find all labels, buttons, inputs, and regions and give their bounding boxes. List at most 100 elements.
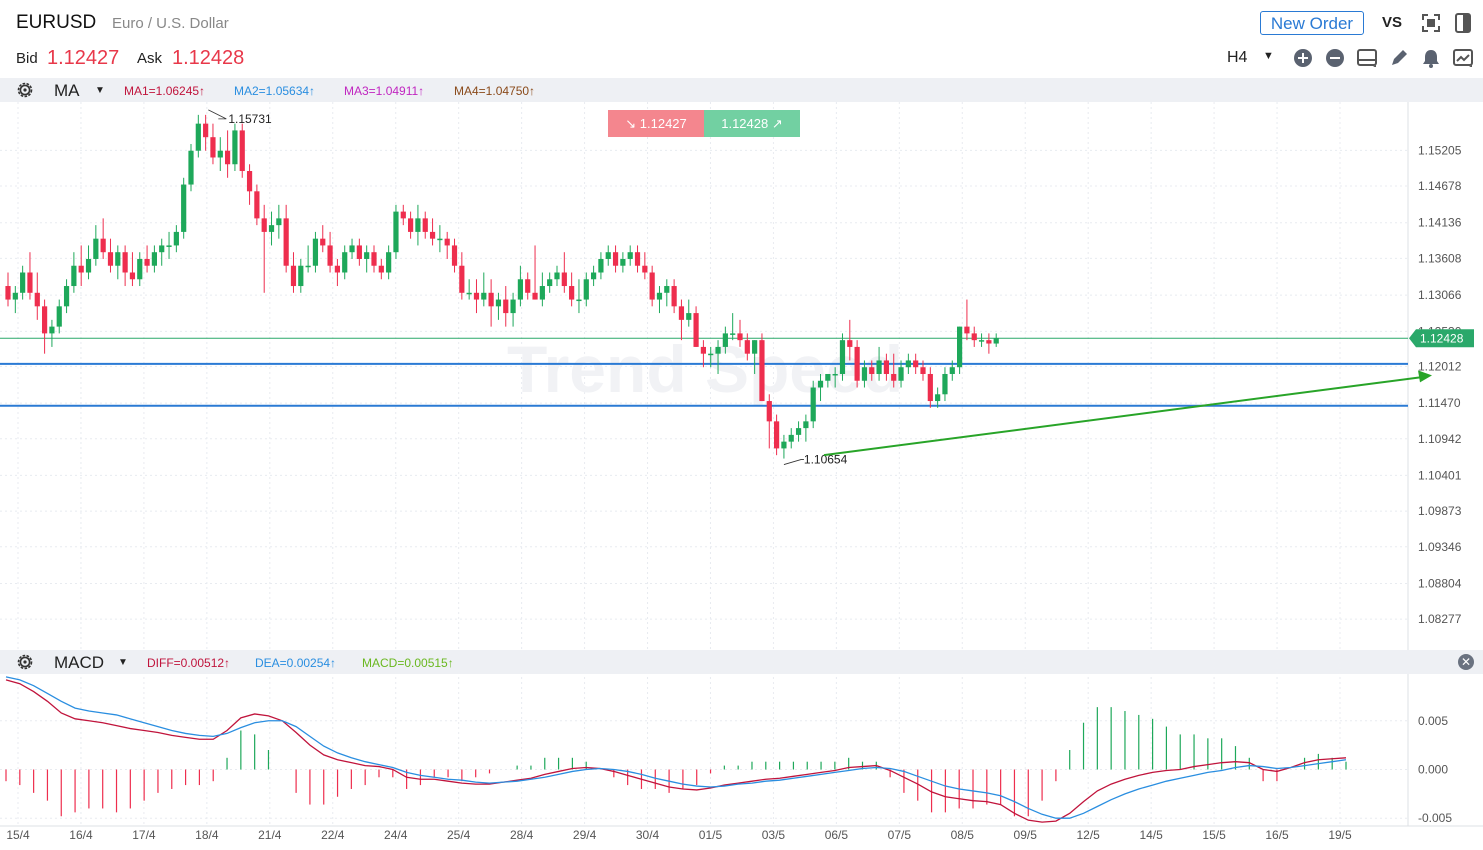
- macd-indicator-name[interactable]: MACD: [54, 653, 105, 672]
- price-tick-label: 1.11470: [1418, 396, 1461, 410]
- candle-body: [254, 191, 260, 219]
- candle-body: [459, 265, 465, 293]
- close-macd-icon[interactable]: ✕: [1458, 654, 1474, 670]
- high-marker-line: [208, 109, 227, 120]
- ma3-value: MA3=1.04911↑: [344, 84, 425, 98]
- chart-type-icon[interactable]: [1452, 47, 1474, 69]
- candle-body: [246, 171, 253, 192]
- date-tick-label: 06/5: [825, 828, 849, 842]
- candle-body: [276, 218, 282, 226]
- candle-body: [730, 333, 736, 335]
- date-tick-label: 19/5: [1328, 828, 1352, 842]
- date-tick-label: 09/5: [1014, 828, 1038, 842]
- candle-body: [408, 218, 414, 232]
- candle-body: [166, 245, 172, 247]
- date-tick-label: 22/4: [321, 828, 345, 842]
- candle-body: [137, 258, 143, 280]
- sell-quote-button[interactable]: ↘ 1.12427: [608, 110, 704, 137]
- zoom-out-icon[interactable]: [1324, 47, 1346, 69]
- macd-hist-value: MACD=0.00515↑: [362, 656, 454, 670]
- candle-body: [913, 360, 919, 368]
- candle-body: [525, 279, 531, 293]
- timeframe-caret-icon[interactable]: ▼: [1263, 50, 1274, 62]
- candle-body: [334, 265, 340, 273]
- candle-body: [422, 218, 428, 232]
- macd-settings-gear-icon[interactable]: [15, 652, 35, 672]
- candle-body: [195, 123, 201, 151]
- vs-button[interactable]: VS: [1382, 14, 1403, 31]
- fullscreen-icon[interactable]: [1420, 12, 1442, 34]
- date-tick-label: 07/5: [888, 828, 912, 842]
- price-tick-label: 1.14136: [1418, 216, 1462, 230]
- candle-body: [708, 353, 714, 356]
- candle-body: [664, 286, 670, 293]
- high-annotation: 1.15731: [228, 112, 272, 126]
- candle-body: [986, 340, 992, 344]
- macd-indicator-bar: MACD ▼ DIFF=0.00512↑ DEA=0.00254↑ MACD=0…: [0, 650, 1483, 674]
- candle-body: [20, 272, 26, 293]
- candle-body: [12, 292, 18, 300]
- macd-dropdown-caret-icon[interactable]: ▼: [118, 657, 128, 668]
- candle-body: [305, 265, 311, 268]
- candle-body: [356, 245, 362, 259]
- candle-body: [847, 340, 853, 347]
- price-tick-label: 1.13608: [1418, 251, 1462, 265]
- buy-quote-button[interactable]: 1.12428 ↗: [704, 110, 800, 137]
- price-tick-label: 1.09346: [1418, 540, 1462, 554]
- candle-body: [656, 292, 663, 300]
- candle-body: [832, 373, 838, 376]
- candle-body: [444, 238, 450, 246]
- sell-arrow-icon: ↘: [625, 116, 637, 131]
- candle-body: [217, 150, 223, 158]
- sell-quote-value: 1.12427: [639, 116, 687, 131]
- candle-body: [905, 360, 911, 368]
- candle-body: [100, 238, 106, 253]
- ma-indicator-name[interactable]: MA: [54, 81, 80, 100]
- symbol-name: EURUSD: [16, 12, 97, 33]
- watermark: Trend Speed: [507, 332, 903, 406]
- candle-body: [503, 299, 509, 314]
- date-tick-label: 24/4: [384, 828, 408, 842]
- candle-body: [927, 373, 933, 402]
- candle-body: [686, 313, 692, 320]
- layout-icon[interactable]: [1356, 47, 1378, 69]
- candle-body: [466, 292, 472, 295]
- panel-toggle-icon[interactable]: [1452, 12, 1474, 34]
- candle-body: [766, 401, 772, 422]
- low-annotation: 1.10654: [804, 453, 848, 467]
- candle-body: [159, 245, 165, 253]
- current-price-label: 1.12428: [1420, 331, 1464, 345]
- candle-body: [210, 137, 216, 158]
- date-tick-label: 25/4: [447, 828, 471, 842]
- price-tick-label: 1.12012: [1418, 359, 1462, 373]
- date-tick-label: 15/4: [6, 828, 30, 842]
- candle-body: [576, 299, 582, 302]
- alert-bell-icon[interactable]: [1420, 47, 1442, 69]
- date-tick-label: 03/5: [762, 828, 786, 842]
- date-tick-label: 21/4: [258, 828, 282, 842]
- new-order-button[interactable]: New Order: [1260, 11, 1364, 35]
- candle-body: [225, 150, 231, 165]
- candle-body: [744, 340, 750, 354]
- symbol-description: Euro / U.S. Dollar: [112, 15, 229, 32]
- candle-body: [232, 130, 238, 165]
- price-tick-label: 1.09873: [1418, 504, 1462, 518]
- price-tick-label: 1.10942: [1418, 432, 1462, 446]
- candle-body: [115, 252, 121, 266]
- candle-body: [34, 292, 40, 307]
- ma-dropdown-caret-icon[interactable]: ▼: [95, 85, 105, 96]
- candle-body: [283, 218, 289, 266]
- date-tick-label: 17/4: [132, 828, 156, 842]
- candle-body: [129, 272, 136, 280]
- candle-body: [327, 245, 333, 266]
- candle-body: [715, 346, 721, 354]
- zoom-in-icon[interactable]: [1292, 47, 1314, 69]
- candle-body: [612, 252, 619, 266]
- candle-body: [481, 292, 487, 300]
- macd-diff-line: [5, 679, 1347, 823]
- ma-settings-gear-icon[interactable]: [15, 80, 35, 100]
- draw-pencil-icon[interactable]: [1388, 47, 1410, 69]
- candle-body: [935, 394, 941, 402]
- timeframe-select[interactable]: H4: [1227, 49, 1248, 66]
